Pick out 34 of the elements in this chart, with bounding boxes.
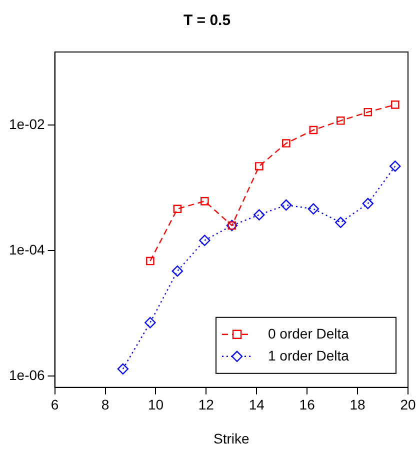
point xyxy=(336,116,345,125)
x-tick-label: 14 xyxy=(248,396,265,413)
legend-label: 1 order Delta xyxy=(268,347,350,364)
chart-title: T = 0.5 xyxy=(183,12,231,30)
point xyxy=(146,256,154,266)
point xyxy=(280,199,292,211)
point xyxy=(335,216,346,228)
y-tick-label: 1e-04 xyxy=(8,241,46,258)
point xyxy=(391,100,400,109)
point xyxy=(308,203,319,214)
x-tick-label: 8 xyxy=(101,396,110,413)
legend-label: 0 order Delta xyxy=(268,325,350,342)
x-tick-label: 6 xyxy=(50,396,59,413)
point xyxy=(364,108,372,116)
point xyxy=(254,209,265,220)
point xyxy=(144,317,156,328)
x-tick-label: 10 xyxy=(148,396,164,413)
x-tick-label: 12 xyxy=(198,396,214,413)
point xyxy=(255,162,264,170)
point xyxy=(282,139,290,148)
point xyxy=(117,363,129,375)
point xyxy=(173,204,182,214)
point xyxy=(172,265,184,277)
point xyxy=(199,234,210,246)
x-tick-label: 20 xyxy=(400,396,416,413)
y-tick-label: 1e-02 xyxy=(8,116,46,132)
x-tick-label: 18 xyxy=(350,396,366,413)
point xyxy=(309,126,318,134)
point xyxy=(390,160,401,172)
x-axis-title: Strike xyxy=(214,430,250,446)
x-tick-label: 16 xyxy=(299,396,316,413)
y-tick-label: 1e-06 xyxy=(8,366,46,383)
point xyxy=(200,197,209,206)
point xyxy=(362,198,374,210)
